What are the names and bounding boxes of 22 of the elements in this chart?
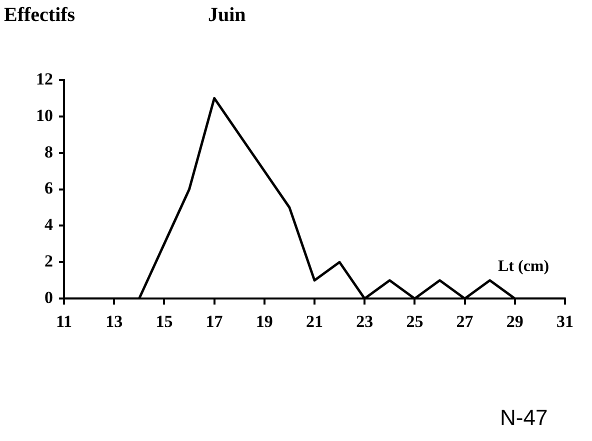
x-tick-label: 29 bbox=[506, 312, 524, 332]
y-tick-label: 4 bbox=[44, 215, 54, 234]
y-axis-title: Effectifs bbox=[4, 4, 76, 27]
x-tick-label: 31 bbox=[556, 312, 574, 332]
y-tick-label: 2 bbox=[44, 252, 53, 271]
x-tick-label: 19 bbox=[256, 312, 273, 332]
x-tick-label: 27 bbox=[456, 312, 474, 332]
x-tick-label: 15 bbox=[156, 312, 173, 332]
y-tick-label: 10 bbox=[36, 106, 53, 125]
x-axis-title: Lt (cm) bbox=[498, 258, 550, 276]
y-tick-label: 8 bbox=[44, 142, 53, 162]
x-tick-label: 13 bbox=[106, 312, 123, 332]
x-tick-label: 21 bbox=[306, 312, 323, 332]
y-tick-label: 12 bbox=[36, 69, 53, 88]
text: N-47 bbox=[500, 405, 548, 431]
x-tick-label: 23 bbox=[356, 312, 374, 332]
x-tick-label: 17 bbox=[206, 312, 224, 332]
chart-title: Juin bbox=[208, 4, 246, 27]
y-tick-label: 6 bbox=[44, 178, 53, 198]
x-tick-label: 25 bbox=[406, 312, 424, 332]
y-tick-label: 0 bbox=[44, 288, 53, 307]
x-tick-label: 11 bbox=[56, 312, 72, 332]
